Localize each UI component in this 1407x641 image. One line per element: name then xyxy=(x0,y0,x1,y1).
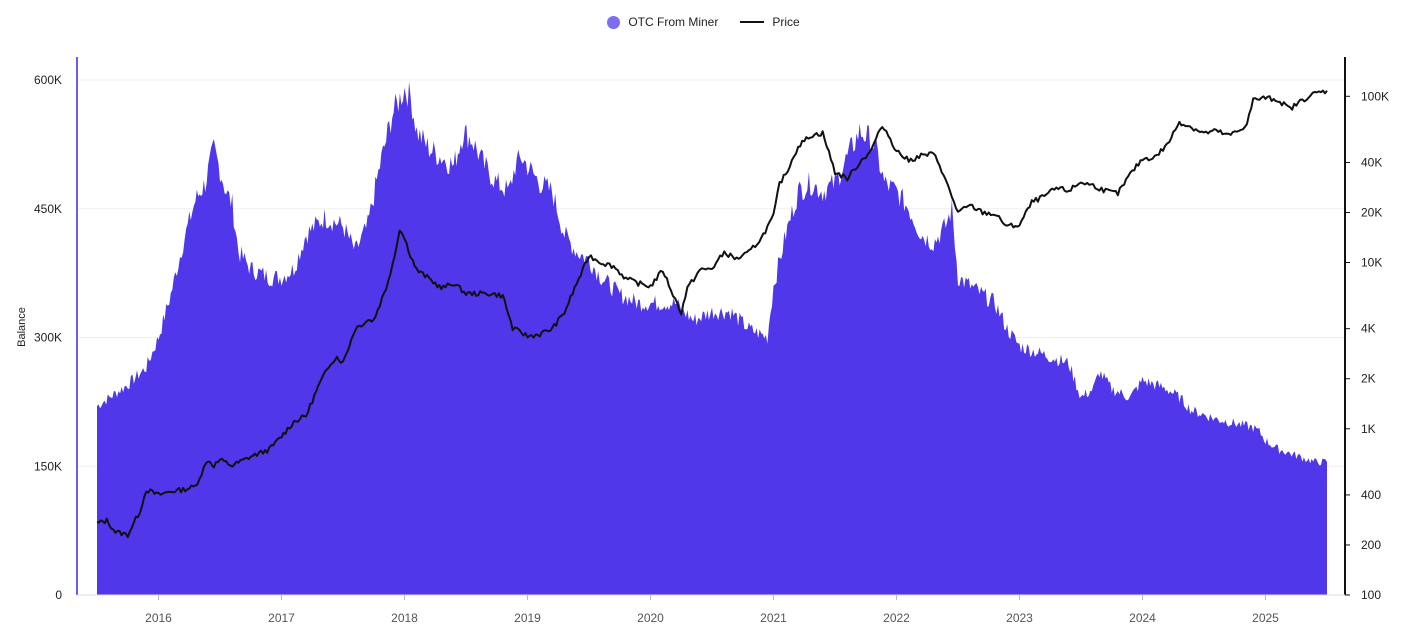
right-tick-label: 20K xyxy=(1361,205,1382,219)
left-tick-label: 150K xyxy=(34,459,62,473)
left-tick-label: 600K xyxy=(34,73,62,87)
right-tick-label: 100K xyxy=(1361,89,1389,103)
x-tick-label: 2019 xyxy=(514,611,541,625)
balance-area-series xyxy=(97,81,1327,595)
left-axis-ticks: 0 150K 300K 450K 600K xyxy=(34,73,62,602)
right-tick-label: 400 xyxy=(1361,488,1381,502)
legend-swatch-price xyxy=(740,21,765,23)
right-tick-label: 2K xyxy=(1361,372,1376,386)
x-axis-ticks: 2016 2017 2018 2019 2020 2021 2022 2023 2024 2025 xyxy=(145,595,1279,625)
x-tick-label: 2017 xyxy=(268,611,295,625)
left-tick-label: 0 xyxy=(55,588,62,602)
legend-item-otc-from-miner[interactable]: OTC From Miner xyxy=(607,15,718,29)
legend-item-price[interactable]: Price xyxy=(740,15,800,29)
x-tick-label: 2021 xyxy=(760,611,787,625)
x-tick-label: 2016 xyxy=(145,611,172,625)
right-tick-label: 10K xyxy=(1361,256,1382,270)
x-tick-label: 2022 xyxy=(883,611,910,625)
right-tick-label: 1K xyxy=(1361,422,1376,436)
left-axis-title: Balance xyxy=(16,307,28,347)
legend-label-otc-from-miner: OTC From Miner xyxy=(628,15,719,29)
axes xyxy=(76,57,1346,596)
x-tick-label: 2024 xyxy=(1129,611,1156,625)
chart-legend: OTC From Miner Price xyxy=(0,15,1407,29)
legend-label-price: Price xyxy=(772,15,800,29)
right-tick-label: 4K xyxy=(1361,322,1376,336)
price-line-series xyxy=(96,89,1328,539)
balance-area xyxy=(97,81,1327,595)
right-tick-label: 200 xyxy=(1361,538,1381,552)
left-tick-label: 300K xyxy=(34,331,62,345)
legend-swatch-balance xyxy=(607,15,621,29)
price-line xyxy=(96,89,1328,539)
right-tick-label: 40K xyxy=(1361,155,1382,169)
x-tick-label: 2025 xyxy=(1252,611,1279,625)
right-axis-ticks: 100 200 400 1K 2K 4K 10K 20K 40K 100K xyxy=(1345,89,1389,602)
x-tick-label: 2018 xyxy=(391,611,418,625)
right-tick-label: 100 xyxy=(1361,588,1381,602)
x-tick-label: 2023 xyxy=(1006,611,1033,625)
x-tick-label: 2020 xyxy=(637,611,664,625)
left-tick-label: 450K xyxy=(34,202,62,216)
